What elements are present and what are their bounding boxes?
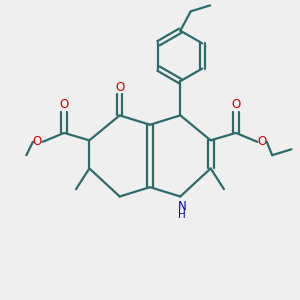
Text: O: O bbox=[59, 98, 69, 112]
Text: O: O bbox=[115, 81, 124, 94]
Text: O: O bbox=[231, 98, 241, 112]
Text: O: O bbox=[258, 135, 267, 148]
Text: H: H bbox=[178, 210, 186, 220]
Text: N: N bbox=[177, 200, 186, 212]
Text: O: O bbox=[33, 135, 42, 148]
